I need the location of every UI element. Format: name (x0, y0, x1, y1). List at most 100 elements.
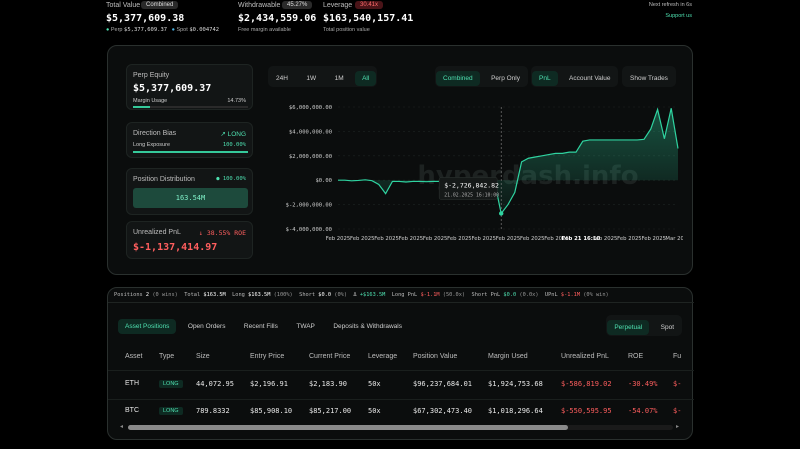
tooltip-value: $-2,726,842.82 (444, 181, 499, 189)
cell-asset: ETH (125, 380, 139, 387)
y-tick-label: $-2,000,000.00 (286, 203, 332, 209)
y-tick-label: $2,000,000.00 (289, 154, 332, 160)
margin-usage-value: 14.73% (227, 98, 246, 104)
cell-size: 44,072.95 (196, 380, 234, 388)
leverage-value: 30.41x (355, 1, 384, 9)
long-pct: (100%) (273, 292, 293, 298)
header-divider (108, 370, 694, 371)
cell-funding: $- (673, 407, 682, 415)
short-pct: (0%) (334, 292, 348, 298)
margin-usage-label: Margin Usage (133, 98, 168, 104)
mode-perp-only[interactable]: Perp Only (491, 75, 520, 82)
account-summary-header: Total Value Combined $5,377,609.38 ● Per… (0, 0, 800, 40)
positions-panel: Positions 2 (0 wins) Total $163.5M Long … (107, 287, 694, 440)
table-row[interactable]: BTC LONG 789.8332 $85,908.10 $85,217.00 … (108, 399, 694, 423)
hover-point (499, 211, 504, 216)
positions-count: 2 (145, 292, 150, 298)
mode-selector: Combined Perp Only (435, 66, 528, 87)
spot-value: $0.004742 (189, 27, 220, 33)
long-exposure-label: Long Exposure (133, 142, 170, 148)
x-tick-label: Feb 2025 (471, 236, 496, 242)
col-entry-price: Entry Price (250, 353, 285, 360)
range-all[interactable]: All (355, 71, 377, 86)
upnl-value: $-1.1M (560, 292, 581, 298)
total-label: Total (184, 292, 201, 298)
positions-label: Positions (114, 292, 143, 298)
direction-bias-text: LONG (227, 131, 246, 138)
mode-combined[interactable]: Combined (436, 71, 480, 86)
spot-label: Spot (176, 27, 188, 33)
support-link[interactable]: Support us (665, 13, 692, 19)
free-margin-label: Free margin available (238, 27, 291, 33)
cell-current-price: $2,183.90 (309, 380, 347, 388)
positions-table: Asset Type Size Entry Price Current Pric… (108, 342, 694, 430)
table-row[interactable]: ETH LONG 44,072.95 $2,196.91 $2,183.90 5… (108, 372, 694, 396)
horizontal-scrollbar[interactable] (128, 425, 673, 430)
margin-usage-fill (133, 106, 150, 108)
total-value-small: $163.5M (203, 292, 226, 298)
metric-account-value[interactable]: Account Value (569, 75, 611, 82)
x-tick-label: Feb 2025 (374, 236, 399, 242)
short-pnl-label: Short PnL (471, 292, 501, 298)
x-tick-label: Mar 2025 (665, 236, 683, 242)
col-size: Size (196, 353, 210, 360)
cell-type: LONG (159, 380, 183, 388)
upnl-label: UPnL (544, 292, 558, 298)
y-tick-label: $-4,000,000.00 (286, 227, 332, 233)
tab-deposits-withdrawals[interactable]: Deposits & Withdrawals (333, 323, 402, 330)
range-1m[interactable]: 1M (334, 75, 344, 82)
trend-up-icon: ↗ (220, 131, 226, 138)
cell-position-value: $67,302,473.40 (413, 407, 473, 415)
show-trades-button[interactable]: Show Trades (630, 75, 668, 82)
x-tick-label: Feb 2025 (496, 236, 521, 242)
metric-selector: PnL Account Value (531, 66, 619, 87)
tab-twap[interactable]: TWAP (296, 323, 315, 330)
range-1w[interactable]: 1W (306, 75, 317, 82)
cell-leverage: 50x (368, 407, 381, 415)
y-tick-label: $0.00 (315, 178, 332, 184)
cell-leverage: 50x (368, 380, 381, 388)
arrow-down-icon: ↓ (199, 229, 203, 237)
position-distribution-bar: 163.54M (133, 188, 248, 208)
col-type: Type (159, 353, 175, 360)
direction-bias-value: ↗ LONG (220, 130, 246, 138)
market-perpetual[interactable]: Perpetual (607, 320, 650, 335)
cell-unrealized-pnl: $-550,595.95 (561, 407, 612, 415)
dot-icon: ● (216, 176, 220, 182)
scroll-right-icon[interactable]: ▸ (676, 424, 680, 430)
long-value: $163.5M (248, 292, 271, 298)
col-margin-used: Margin Used (488, 353, 528, 360)
tab-asset-positions[interactable]: Asset Positions (118, 319, 177, 334)
tooltip-box (438, 177, 498, 200)
tab-open-orders[interactable]: Open Orders (187, 323, 226, 330)
leverage-label: Leverage (323, 2, 353, 9)
total-value: $5,377,609.38 (106, 13, 185, 24)
col-leverage: Leverage (368, 353, 398, 360)
x-tick-label: Feb 2025 (641, 236, 666, 242)
y-tick-label: $6,000,000.00 (289, 105, 332, 111)
pnl-chart[interactable]: hyperdash.info $6,000,000.00$4,000,000.0… (268, 101, 683, 261)
cell-type: LONG (159, 407, 183, 415)
scroll-left-icon[interactable]: ◂ (120, 424, 124, 430)
long-pnl-pct: (50.0x) (442, 292, 466, 298)
cell-funding: $- (673, 380, 682, 388)
perp-spot-breakdown: ● Perp $5,377,609.37 ● Spot $0.004742 (106, 27, 219, 33)
scrollbar-thumb[interactable] (128, 425, 568, 430)
market-spot[interactable]: Spot (660, 324, 674, 331)
cell-margin-used: $1,924,753.68 (488, 380, 543, 388)
x-tick-label: Feb 2025 (423, 236, 448, 242)
x-tick-label: Feb 2025 (399, 236, 424, 242)
short-value: $0.0 (318, 292, 332, 298)
col-position-value: Position Value (413, 353, 458, 360)
perp-dot-icon: ● (106, 27, 110, 33)
metric-pnl[interactable]: PnL (532, 71, 558, 86)
position-distribution-card: Position Distribution ● 100.00% 163.54M (126, 168, 253, 215)
long-badge: LONG (159, 407, 183, 415)
positions-summary: Positions 2 (0 wins) Total $163.5M Long … (114, 292, 609, 298)
row-divider (108, 399, 694, 400)
tab-recent-fills[interactable]: Recent Fills (243, 323, 278, 330)
range-24h[interactable]: 24H (276, 75, 288, 82)
perp-equity-label: Perp Equity (133, 72, 170, 79)
upnl-pct: (0% win) (583, 292, 609, 298)
long-exposure-bar (133, 151, 248, 153)
